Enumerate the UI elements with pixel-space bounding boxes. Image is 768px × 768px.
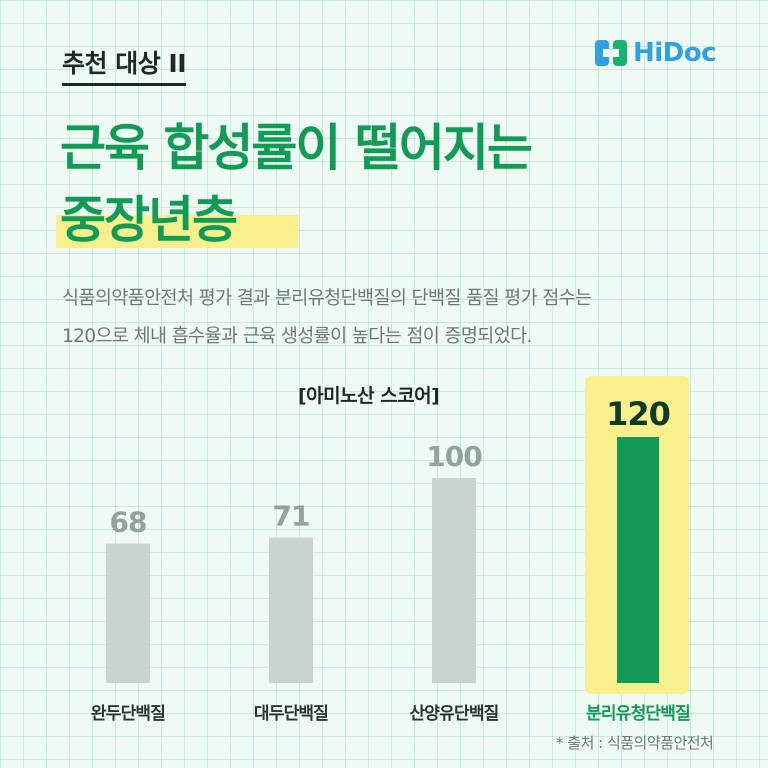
description-line-2: 120으로 체내 흡수율과 근육 생성률이 높다는 점이 증명되었다. bbox=[62, 326, 532, 347]
bar-goat-milk bbox=[432, 478, 476, 683]
category-label-whey-isolate: 분리유청단백질 bbox=[586, 703, 690, 724]
brand-name: HiDoc bbox=[633, 38, 717, 68]
chart-title: [아미노산 스코어] bbox=[298, 385, 440, 407]
category-label-pea: 완두단백질 bbox=[91, 703, 165, 724]
bar-soy bbox=[269, 537, 313, 683]
value-label-pea: 68 bbox=[110, 506, 147, 539]
description: 식품의약품안전처 평가 결과 분리유청단백질의 단백질 품질 평가 점수는 12… bbox=[62, 280, 742, 356]
source-note: * 출처 : 식품의약품안전처 bbox=[556, 734, 714, 752]
category-label-soy: 대두단백질 bbox=[254, 703, 328, 724]
hidoc-logo-icon bbox=[595, 40, 627, 66]
category-label-goat-milk: 산양유단백질 bbox=[409, 703, 498, 724]
title-highlight bbox=[56, 215, 298, 248]
headline-line-2: 중장년층 bbox=[60, 191, 238, 249]
value-label-goat-milk: 100 bbox=[426, 440, 482, 473]
bar-whey-isolate bbox=[617, 437, 659, 683]
description-line-1: 식품의약품안전처 평가 결과 분리유청단백질의 단백질 품질 평가 점수는 bbox=[62, 288, 592, 309]
bar-pea bbox=[106, 543, 150, 683]
value-label-whey-isolate: 120 bbox=[606, 395, 670, 433]
brand-logo: HiDoc bbox=[594, 38, 717, 68]
value-label-soy: 71 bbox=[273, 499, 310, 532]
headline-line-1: 근육 합성률이 떨어지는 bbox=[60, 119, 533, 177]
section-tag: 추천 대상 II bbox=[62, 44, 187, 86]
